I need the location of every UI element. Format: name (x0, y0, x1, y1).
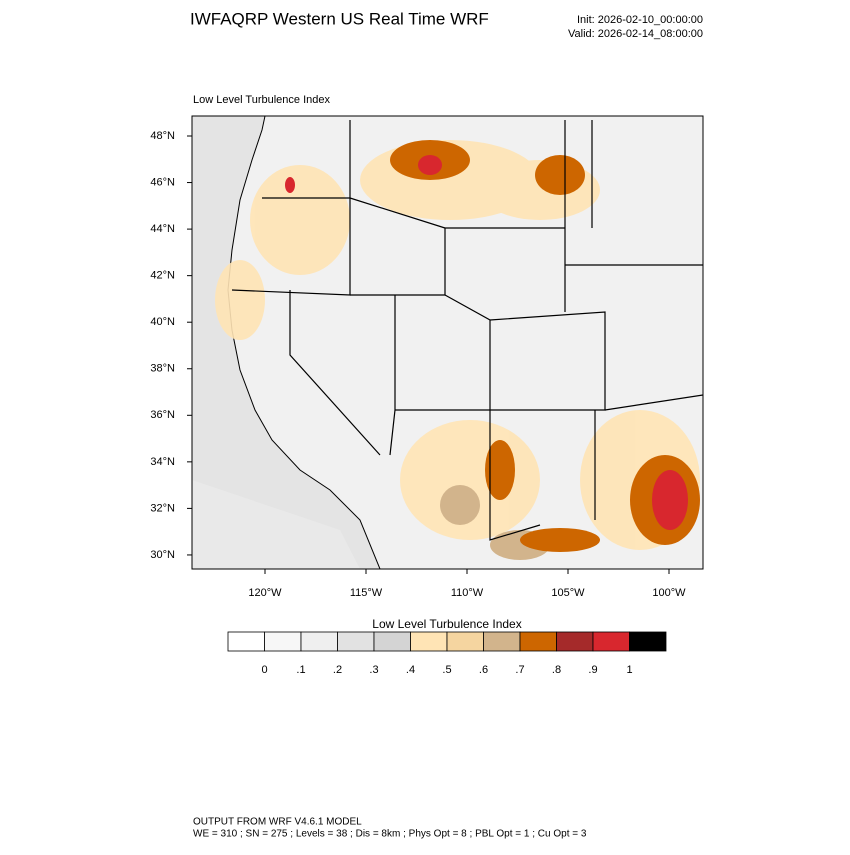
valid-time: Valid: 2026-02-14_08:00:00 (568, 28, 703, 40)
colorbar: 0 .1 .2 .3 .4 .5 .6 .7 .8 .9 1 (227, 631, 667, 676)
colorbar-label: .6 (479, 664, 488, 676)
colorbar-label: .7 (515, 664, 524, 676)
very-high-index-areas (285, 155, 688, 530)
lat-label: 38°N (150, 363, 175, 375)
colorbar-label: .5 (442, 664, 451, 676)
colorbar-box (373, 631, 411, 652)
colorbar-label: .9 (588, 664, 597, 676)
colorbar-box (446, 631, 484, 652)
colorbar-box (556, 631, 594, 652)
colorbar-label: .3 (369, 664, 378, 676)
lat-label: 46°N (150, 176, 175, 188)
footer-line: WE = 310 ; SN = 275 ; Levels = 38 ; Dis … (193, 829, 587, 840)
lat-label: 48°N (150, 130, 175, 142)
colorbar-box (410, 631, 448, 652)
colorbar-label: .2 (333, 664, 342, 676)
map-frame (191, 115, 704, 570)
map-ticks: 48°N 46°N 44°N 42°N 40°N 38°N 36°N 34°N 32°N 30°N… (150, 130, 686, 599)
lat-label: 36°N (150, 409, 175, 421)
colorbar-title: Low Level Turbulence Index (372, 617, 521, 631)
colorbar-box (519, 631, 557, 652)
lon-label: 105°W (551, 587, 585, 599)
lon-label: 115°W (350, 587, 383, 599)
colorbar-label: .1 (296, 664, 305, 676)
colorbar-label: 0 (261, 664, 267, 676)
state-borders (231, 120, 703, 541)
colorbar-label: .8 (552, 664, 561, 676)
init-time: Init: 2026-02-10_00:00:00 (577, 14, 703, 26)
lon-label: 110°W (451, 587, 484, 599)
lat-label: 42°N (150, 270, 175, 282)
lat-label: 44°N (150, 223, 175, 235)
map (191, 115, 704, 570)
lon-label: 120°W (248, 587, 282, 599)
lat-label: 32°N (150, 502, 175, 514)
colorbar-box (629, 631, 667, 652)
colorbar-box (300, 631, 338, 652)
lat-label: 40°N (150, 316, 175, 328)
lat-label: 30°N (150, 549, 175, 561)
colorbar-label: .4 (406, 664, 415, 676)
mexico (192, 480, 360, 569)
colorbar-box (227, 631, 265, 652)
colorbar-box (592, 631, 630, 652)
colorbar-box (264, 631, 302, 652)
lat-label: 34°N (150, 456, 175, 468)
footer-line: OUTPUT FROM WRF V4.6.1 MODEL (193, 817, 362, 828)
colorbar-label: 1 (626, 664, 632, 676)
colorbar-box (483, 631, 521, 652)
figure-title: IWFAQRP Western US Real Time WRF (190, 9, 489, 28)
colorbar-box (337, 631, 375, 652)
map-title: Low Level Turbulence Index (193, 94, 330, 106)
lon-label: 100°W (652, 587, 686, 599)
